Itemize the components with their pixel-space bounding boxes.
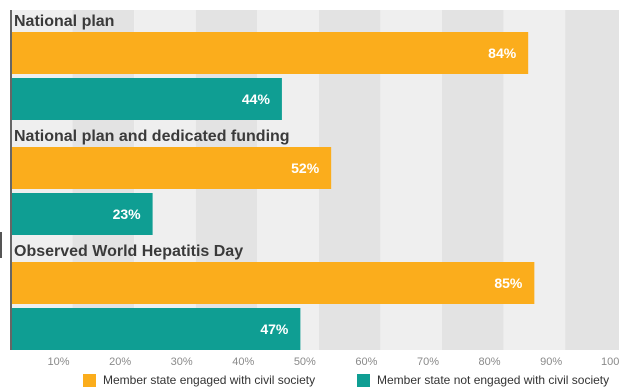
value-label: 23% — [113, 206, 142, 222]
legend-label-not-engaged: Member state not engaged with civil soci… — [377, 373, 610, 387]
bar-engaged — [11, 147, 332, 189]
category-title: Observed World Hepatitis Day — [14, 243, 243, 260]
x-tick-label: 40% — [232, 356, 254, 368]
value-label: 52% — [291, 160, 320, 176]
value-label: 85% — [494, 275, 523, 291]
category-title: National plan — [14, 13, 114, 30]
labels: National plan 84% 44% National plan and ded… — [14, 13, 523, 337]
x-tick-label: 100 — [601, 356, 619, 368]
bar-not-engaged — [11, 78, 282, 120]
grid-band — [565, 10, 619, 350]
legend-label-engaged: Member state engaged with civil society — [103, 373, 316, 387]
x-tick-label: 30% — [171, 356, 193, 368]
bars — [11, 32, 535, 350]
x-axis-ticks: 10% 20% 30% 40% 50% 60% 70% 80% 90% 100 — [48, 356, 619, 368]
bar-not-engaged — [11, 193, 153, 235]
bar-engaged — [11, 262, 535, 304]
value-label: 47% — [260, 321, 289, 337]
legend: Member state engaged with civil society … — [0, 373, 619, 390]
x-tick-label: 20% — [109, 356, 131, 368]
bar-not-engaged — [11, 308, 301, 350]
x-tick-label: 90% — [540, 356, 562, 368]
x-tick-label: 70% — [417, 356, 439, 368]
legend-swatch-engaged — [83, 373, 96, 387]
legend-item-engaged: Member state engaged with civil society — [83, 373, 315, 387]
value-label: 44% — [242, 91, 271, 107]
bar-chart: National plan 84% 44% National plan and ded… — [0, 10, 619, 368]
bar-engaged — [11, 32, 529, 74]
legend-swatch-not-engaged — [357, 373, 370, 387]
legend-item-not-engaged: Member state not engaged with civil soci… — [357, 373, 609, 387]
value-label: 84% — [488, 45, 517, 61]
category-title: National plan and dedicated funding — [14, 128, 290, 145]
x-tick-label: 80% — [479, 356, 501, 368]
x-tick-label: 10% — [48, 356, 70, 368]
x-tick-label: 60% — [355, 356, 377, 368]
x-tick-label: 50% — [294, 356, 316, 368]
